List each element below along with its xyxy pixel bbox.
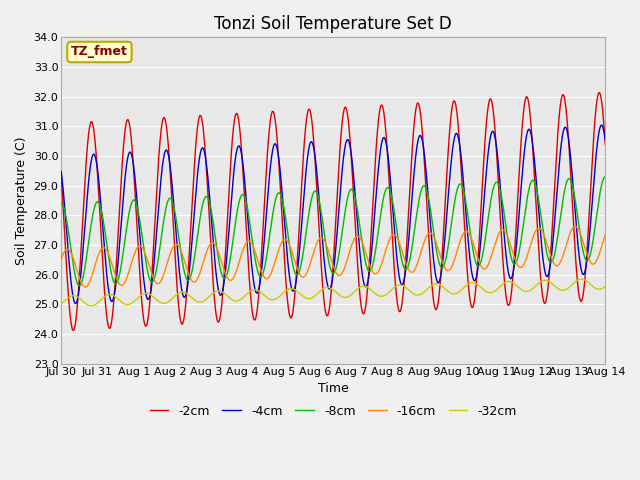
- -16cm: [571, 224, 579, 229]
- -32cm: [166, 298, 173, 304]
- -32cm: [418, 291, 426, 297]
- -32cm: [489, 289, 497, 295]
- -32cm: [179, 289, 186, 295]
- -2cm: [58, 172, 65, 178]
- -8cm: [602, 174, 609, 180]
- -2cm: [166, 156, 173, 162]
- Line: -2cm: -2cm: [61, 93, 605, 330]
- -32cm: [602, 283, 609, 289]
- -2cm: [489, 106, 497, 112]
- -16cm: [489, 248, 497, 254]
- Title: Tonzi Soil Temperature Set D: Tonzi Soil Temperature Set D: [214, 15, 452, 33]
- -4cm: [166, 157, 173, 163]
- -4cm: [239, 166, 247, 171]
- -32cm: [577, 276, 585, 282]
- Line: -8cm: -8cm: [61, 177, 605, 286]
- -32cm: [58, 301, 65, 307]
- Text: TZ_fmet: TZ_fmet: [71, 46, 128, 59]
- -4cm: [489, 129, 497, 134]
- -2cm: [418, 124, 426, 130]
- X-axis label: Time: Time: [318, 382, 349, 395]
- -8cm: [58, 201, 65, 206]
- Line: -32cm: -32cm: [61, 279, 605, 306]
- -8cm: [239, 192, 247, 198]
- -4cm: [58, 168, 65, 174]
- -4cm: [72, 300, 79, 306]
- -4cm: [602, 137, 609, 143]
- -4cm: [179, 291, 186, 297]
- -16cm: [418, 246, 426, 252]
- -4cm: [598, 122, 605, 128]
- -2cm: [179, 321, 186, 327]
- -8cm: [179, 260, 186, 265]
- -32cm: [239, 295, 247, 300]
- -2cm: [595, 90, 603, 96]
- Legend: -2cm, -4cm, -8cm, -16cm, -32cm: -2cm, -4cm, -8cm, -16cm, -32cm: [145, 400, 522, 423]
- -2cm: [239, 176, 247, 182]
- -16cm: [537, 227, 545, 232]
- -16cm: [179, 252, 186, 258]
- -16cm: [81, 284, 89, 290]
- -2cm: [70, 327, 77, 333]
- -32cm: [537, 278, 545, 284]
- -4cm: [537, 237, 545, 242]
- -2cm: [602, 141, 609, 147]
- Line: -4cm: -4cm: [61, 125, 605, 303]
- -2cm: [537, 279, 545, 285]
- -16cm: [166, 253, 173, 259]
- -4cm: [418, 136, 426, 142]
- -16cm: [58, 256, 65, 262]
- -8cm: [537, 213, 545, 218]
- -16cm: [239, 246, 247, 252]
- -16cm: [602, 232, 609, 238]
- Line: -16cm: -16cm: [61, 227, 605, 287]
- Y-axis label: Soil Temperature (C): Soil Temperature (C): [15, 136, 28, 265]
- -8cm: [76, 283, 83, 288]
- -8cm: [489, 187, 497, 192]
- -8cm: [166, 195, 173, 201]
- -8cm: [418, 185, 426, 191]
- -32cm: [87, 303, 95, 309]
